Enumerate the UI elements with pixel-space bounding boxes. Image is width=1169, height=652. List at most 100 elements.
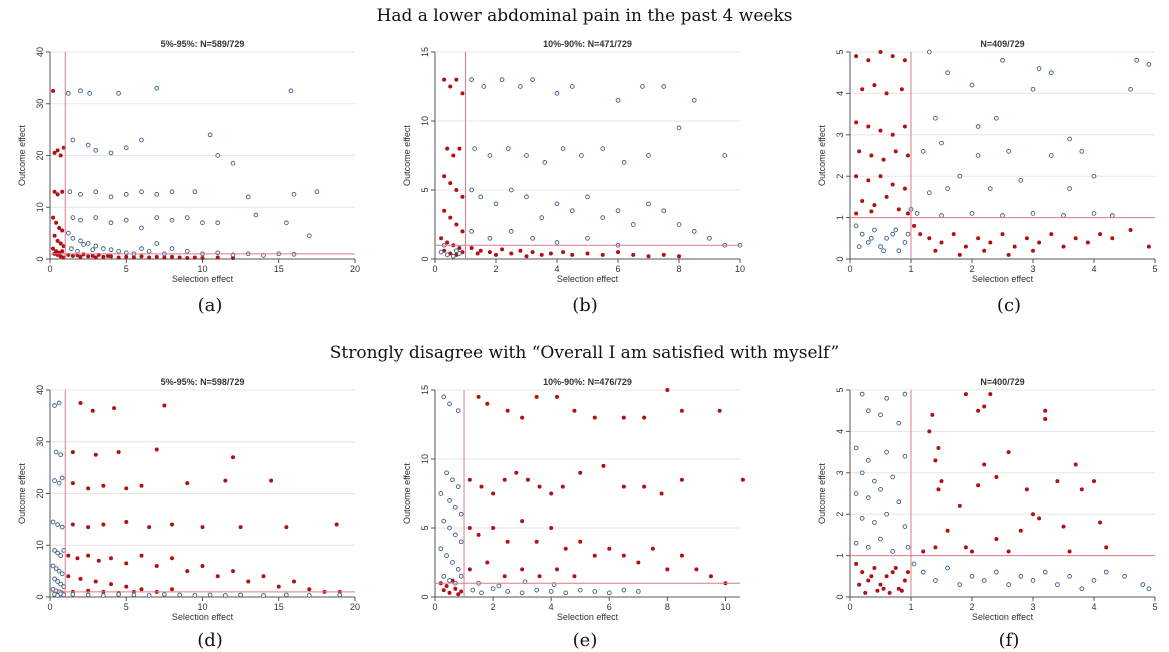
data-point-blue [975,124,981,129]
data-point-blue [56,568,62,574]
data-point-blue [50,519,56,525]
data-point-blue [1061,213,1066,218]
data-point-red [457,245,462,250]
x-tick-label: 0 [432,264,437,274]
data-point-blue [1055,582,1060,587]
data-point-red [1061,244,1066,249]
data-point-red [70,481,75,486]
data-point-red [520,567,525,572]
plot-area [850,52,1155,259]
data-point-red [445,146,450,151]
data-point-red [154,447,159,452]
data-point-red [86,254,91,259]
data-point-red [677,254,681,259]
data-point-red [555,394,559,399]
data-point-red [215,255,220,260]
data-point-red [951,232,956,237]
panel-title: 5%-95%: N=598/729 [161,377,245,387]
data-point-red [75,556,80,561]
data-point-blue [59,475,65,481]
data-point-red [55,238,60,243]
x-tick-label: 20 [350,264,360,274]
data-point-blue [50,563,56,569]
data-point-blue [1030,578,1036,583]
data-point-red [878,174,883,179]
data-point-red [534,394,539,399]
row-title-bottom: Strongly disagree with “Overall I am sat… [329,343,840,363]
data-point-red [902,186,907,191]
data-point-blue [200,220,205,226]
data-point-red [52,233,57,238]
y-tick-label: 1 [835,215,845,220]
data-point-blue [490,586,496,592]
data-point-red [494,252,498,257]
data-point-red [1037,240,1042,245]
data-point-blue [969,211,975,216]
data-point-blue [87,91,92,96]
data-point-blue [868,235,874,241]
data-point-red [679,553,684,558]
data-point-red [902,124,907,129]
data-point-red [162,255,167,260]
data-point-blue [81,242,86,247]
data-point-blue [884,395,889,401]
data-point-blue [52,478,57,483]
data-point-red [185,255,190,260]
data-point-red [454,222,459,227]
data-point-red [945,528,950,533]
data-point-blue [458,573,464,579]
data-point-red [487,250,492,255]
data-point-blue [438,546,444,552]
data-point-red [530,250,535,255]
data-point-blue [85,592,91,598]
data-point-red [116,255,121,260]
data-point-blue [691,97,697,103]
data-point-red [61,255,66,260]
data-point-red [863,590,868,595]
y-tick-label: 40 [35,385,45,395]
data-point-blue [452,532,458,538]
data-point-red [994,474,999,479]
data-point-blue [569,84,575,89]
data-point-red [1110,236,1115,241]
data-point-blue [438,249,444,255]
data-point-red [561,250,566,255]
data-point-red [509,251,514,256]
data-point-blue [306,593,312,598]
data-point-blue [945,70,950,76]
data-point-red [890,132,895,137]
data-point-blue [458,539,464,545]
data-point-red [139,483,144,488]
data-point-blue [505,589,510,594]
data-point-blue [530,235,535,241]
caption-e: (e) [572,630,598,651]
data-point-red [905,570,910,575]
data-point-blue [162,592,167,597]
y-tick-label: 5 [420,525,430,530]
data-point-red [439,236,444,241]
data-point-blue [108,150,114,156]
data-point-red [1006,252,1011,257]
data-point-red [1024,236,1029,241]
data-point-red [936,445,941,450]
scatter-panel-a: 0 10 20 30 40 0 5 10 15 20 5%-95%: N=589/729 Select… [17,39,360,284]
data-point-red [963,545,968,550]
data-point-red [58,241,63,246]
data-point-red [875,588,880,593]
data-point-red [476,394,481,399]
data-point-red [177,255,182,260]
data-point-red [1085,240,1090,245]
panel-title: N=409/729 [980,39,1024,49]
data-point-blue [1079,586,1085,592]
data-point-blue [585,194,590,200]
x-tick-label: 0 [432,602,437,612]
data-point-red [884,194,889,199]
data-point-blue [291,251,297,257]
data-point-blue [457,251,462,256]
data-point-red [200,255,205,260]
data-point-blue [920,569,926,575]
data-point-red [896,586,901,591]
data-point-red [982,462,987,467]
panel-title: 10%-90%: N=471/729 [543,39,632,49]
data-point-blue [169,246,175,251]
